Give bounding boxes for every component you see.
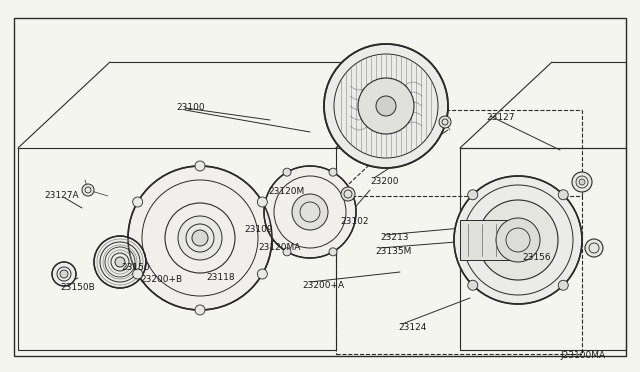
Text: 23127: 23127: [486, 113, 515, 122]
Text: 23100: 23100: [176, 103, 205, 112]
Circle shape: [192, 230, 208, 246]
Text: 23156: 23156: [522, 253, 550, 263]
Text: 23200: 23200: [370, 177, 399, 186]
Circle shape: [257, 197, 268, 207]
Circle shape: [115, 257, 125, 267]
Text: 23124: 23124: [398, 324, 426, 333]
Circle shape: [264, 166, 356, 258]
Circle shape: [572, 172, 592, 192]
Circle shape: [195, 161, 205, 171]
Circle shape: [52, 262, 76, 286]
Circle shape: [283, 248, 291, 256]
Text: 23102: 23102: [340, 218, 369, 227]
Circle shape: [132, 197, 143, 207]
Circle shape: [94, 236, 146, 288]
Text: 23109: 23109: [244, 225, 273, 234]
Circle shape: [329, 168, 337, 176]
Circle shape: [257, 269, 268, 279]
Circle shape: [283, 168, 291, 176]
Circle shape: [468, 280, 477, 290]
Circle shape: [579, 179, 585, 185]
Circle shape: [324, 44, 448, 168]
Circle shape: [585, 239, 603, 257]
Circle shape: [132, 269, 143, 279]
Circle shape: [468, 190, 477, 200]
Circle shape: [60, 270, 68, 278]
Text: 23200+A: 23200+A: [302, 282, 344, 291]
Text: 23150: 23150: [121, 263, 150, 273]
Circle shape: [178, 216, 222, 260]
Text: 23127A: 23127A: [44, 192, 79, 201]
Text: 23213: 23213: [380, 234, 408, 243]
Circle shape: [329, 248, 337, 256]
Text: 23120M: 23120M: [268, 187, 304, 196]
Bar: [18, 148, 336, 350]
Text: 23135M: 23135M: [375, 247, 412, 257]
Bar: [460, 148, 626, 350]
Text: 23150B: 23150B: [60, 283, 95, 292]
Circle shape: [496, 218, 540, 262]
Circle shape: [128, 166, 272, 310]
Circle shape: [478, 200, 558, 280]
Circle shape: [558, 190, 568, 200]
Bar: [336, 196, 582, 354]
Circle shape: [558, 280, 568, 290]
Circle shape: [376, 96, 396, 116]
Text: 23118: 23118: [206, 273, 235, 282]
Circle shape: [292, 194, 328, 230]
Circle shape: [195, 305, 205, 315]
Text: J23100MA: J23100MA: [560, 352, 605, 360]
Circle shape: [82, 184, 94, 196]
Circle shape: [341, 187, 355, 201]
Text: 23200+B: 23200+B: [140, 276, 182, 285]
Circle shape: [358, 78, 414, 134]
Bar: [460, 220, 510, 260]
Circle shape: [439, 116, 451, 128]
Circle shape: [454, 176, 582, 304]
Text: 23120MA: 23120MA: [258, 244, 300, 253]
